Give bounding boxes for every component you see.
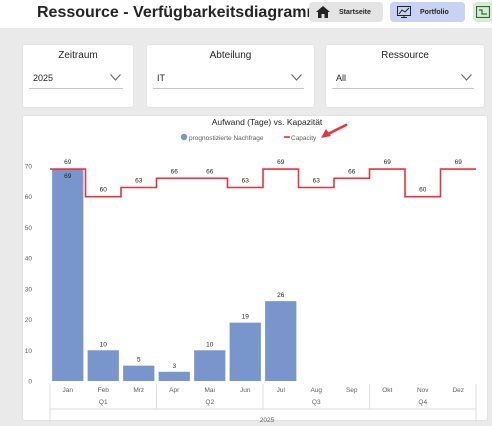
portfolio-button-label: Portfolio bbox=[420, 8, 449, 16]
home-button[interactable]: Startseite bbox=[309, 2, 383, 22]
data-label-demand: 10 bbox=[100, 341, 108, 348]
chevron-down-icon bbox=[461, 74, 472, 81]
period-slicer-label: Zeitraum bbox=[58, 50, 98, 61]
arrow-annotation-icon bbox=[321, 123, 348, 138]
x-tick-label: Nov bbox=[417, 387, 429, 394]
y-tick-label: 40 bbox=[25, 256, 33, 263]
data-label-demand: 69 bbox=[64, 173, 72, 180]
legend-marker-demand bbox=[180, 133, 188, 141]
data-label-demand: 19 bbox=[242, 314, 250, 321]
x-tick-label: Jun bbox=[240, 387, 251, 394]
x-tick-label: Mai bbox=[205, 387, 215, 394]
y-tick-label: 50 bbox=[25, 225, 33, 232]
period-value: 2025 bbox=[33, 73, 54, 83]
data-label-demand: 10 bbox=[206, 341, 214, 348]
chart-title: Aufwand (Tage) vs. Kapazität bbox=[212, 117, 323, 127]
y-tick-label: 0 bbox=[28, 379, 32, 386]
next-page-icon bbox=[476, 6, 490, 18]
home-button-label: Startseite bbox=[339, 8, 371, 16]
quarter-label: Q2 bbox=[205, 399, 214, 406]
x-tick-label: Apr bbox=[169, 387, 180, 394]
y-tick-label: 30 bbox=[25, 286, 33, 293]
resource-slicer: Ressource All bbox=[325, 44, 485, 108]
bar-demand bbox=[229, 322, 261, 381]
x-tick-label: Dez bbox=[452, 387, 464, 394]
chart-card: Aufwand (Tage) vs. Kapazität prognostizie… bbox=[22, 115, 488, 422]
page-title: Ressource - Verfügbarkeitsdiagramm bbox=[37, 4, 321, 21]
department-slicer: Abteilung IT bbox=[146, 44, 315, 108]
bar-demand bbox=[123, 365, 155, 381]
y-tick-label: 20 bbox=[25, 317, 33, 324]
resource-value: All bbox=[336, 73, 347, 83]
data-label-capacity: 66 bbox=[348, 168, 356, 175]
data-label-demand: 26 bbox=[277, 292, 285, 299]
home-icon bbox=[316, 6, 330, 18]
period-slicer: Zeitraum 2025 bbox=[22, 44, 134, 108]
bar-demand bbox=[87, 350, 119, 381]
bar-demand bbox=[194, 350, 226, 381]
x-tick-label: Feb bbox=[98, 387, 110, 394]
x-tick-label: Mrz bbox=[133, 387, 144, 394]
data-label-capacity: 69 bbox=[455, 159, 463, 166]
bar-demand bbox=[158, 371, 190, 381]
data-label-capacity: 63 bbox=[135, 178, 143, 185]
year-label: 2025 bbox=[260, 417, 275, 422]
portfolio-icon bbox=[397, 6, 411, 18]
data-label-demand: 5 bbox=[137, 357, 141, 364]
x-tick-label: Jul bbox=[277, 387, 286, 394]
x-tick-label: Sep bbox=[346, 387, 358, 394]
chevron-down-icon bbox=[110, 74, 121, 81]
resource-dropdown[interactable]: All bbox=[332, 67, 474, 89]
data-label-capacity: 69 bbox=[64, 159, 72, 166]
y-tick-label: 10 bbox=[25, 348, 33, 355]
quarter-label: Q1 bbox=[99, 399, 108, 406]
y-tick-label: 70 bbox=[25, 164, 33, 171]
data-label-capacity: 66 bbox=[206, 168, 214, 175]
data-label-capacity: 69 bbox=[277, 159, 285, 166]
header-bar: Ressource - Verfügbarkeitsdiagramm Start… bbox=[0, 0, 492, 28]
quarter-label: Q4 bbox=[418, 399, 427, 406]
next-page-button[interactable] bbox=[473, 2, 492, 22]
department-slicer-label: Abteilung bbox=[209, 50, 252, 61]
bar-demand bbox=[265, 301, 297, 381]
chevron-down-icon bbox=[291, 74, 302, 81]
resource-slicer-label: Ressource bbox=[381, 50, 429, 61]
data-label-capacity: 69 bbox=[384, 159, 392, 166]
x-tick-label: Aug bbox=[310, 387, 322, 394]
x-tick-label: Jan bbox=[63, 387, 74, 394]
data-label-capacity: 60 bbox=[100, 187, 108, 194]
department-value: IT bbox=[157, 73, 165, 83]
demand-capacity-chart: Aufwand (Tage) vs. Kapazität prognostizie… bbox=[25, 117, 477, 422]
capacity-step-line bbox=[50, 168, 476, 198]
legend-label-demand: prognostizierte Nachfrage bbox=[189, 135, 264, 142]
department-dropdown[interactable]: IT bbox=[153, 67, 304, 89]
data-label-capacity: 60 bbox=[419, 187, 427, 194]
bar-demand bbox=[52, 169, 84, 381]
data-label-demand: 3 bbox=[172, 363, 176, 370]
data-label-capacity: 66 bbox=[171, 168, 179, 175]
quarter-label: Q3 bbox=[312, 399, 321, 406]
data-label-capacity: 63 bbox=[242, 178, 250, 185]
data-label-capacity: 63 bbox=[313, 178, 321, 185]
period-dropdown[interactable]: 2025 bbox=[29, 67, 123, 89]
x-tick-label: Okt bbox=[382, 387, 392, 394]
y-tick-label: 60 bbox=[25, 194, 33, 201]
legend-label-capacity: Capacity bbox=[291, 135, 317, 142]
portfolio-button[interactable]: Portfolio bbox=[390, 2, 465, 22]
